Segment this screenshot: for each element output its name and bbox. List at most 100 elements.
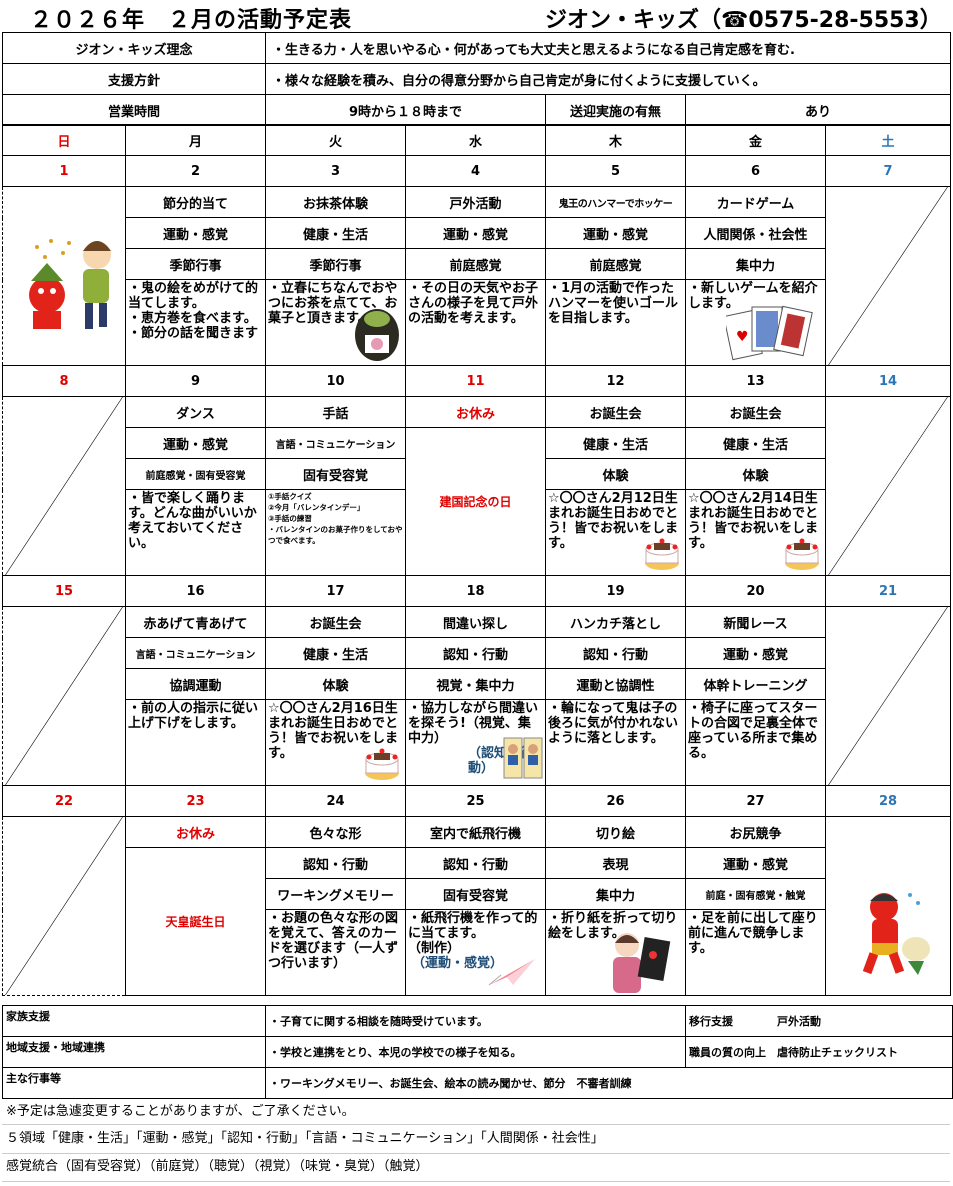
diagonal-line <box>3 817 125 995</box>
paper-cutting-girl-icon <box>613 933 671 993</box>
sense-label: 前庭・固有感覚・触覚 <box>685 878 826 910</box>
domain-label: 言語・コミュニケーション <box>265 427 406 459</box>
activity-title: お誕生会 <box>685 396 826 428</box>
activity-description: ・1月の活動で作ったハンマーを使いゴールを目指します。 <box>545 279 686 366</box>
sense-label: 運動と協調性 <box>545 668 686 700</box>
domain-label: 認知・行動 <box>405 637 546 669</box>
family-support-label: 家族支援 <box>2 1005 266 1037</box>
weekday-5: 金 <box>685 124 826 156</box>
domain-label: 運動・感覚 <box>125 427 266 459</box>
holiday-name: 天皇誕生日 <box>125 847 266 996</box>
description-text: ・お題の色々な形の図を覚えて、答えのカードを選びます（一人ずつ行います） <box>268 911 399 971</box>
date-row: 8 9 10 11 12 13 14 <box>2 365 951 397</box>
week-4-row: ・お題の色々な形の図を覚えて、答えのカードを選びます（一人ずつ行います） ・紙飛行… <box>3 909 951 996</box>
week-4-row: ワーキングメモリー 固有受容覚 集中力 前庭・固有感覚・触覚 <box>3 878 951 910</box>
sense-label: 固有受容覚 <box>405 878 546 910</box>
activity-title: お誕生会 <box>545 396 686 428</box>
support-table: 家族支援 ・子育てに関する相談を随時受けています。 移行支援 戸外活動 地域支援・地… <box>2 1005 953 1099</box>
activity-title: 間違い探し <box>405 606 546 638</box>
domain-label: 認知・行動 <box>405 847 546 879</box>
activity-title: 室内で紙飛行機 <box>405 816 546 848</box>
diagonal-line <box>826 397 950 575</box>
oni-illustration <box>862 893 930 975</box>
sense-label: 集中力 <box>545 878 686 910</box>
date-cell: 16 <box>125 575 266 607</box>
weekday-6: 土 <box>825 124 951 156</box>
activity-description: ・その日の天気やお子さんの様子を見て戸外の活動を考えます。 <box>405 279 546 366</box>
description-text: ・折り紙を折って切り絵をします。 <box>548 911 678 941</box>
description-text: ☆〇〇さん2月12日生まれお誕生日おめでとう！皆でお祝いをします。 <box>548 491 679 551</box>
domain-label: 運動・感覚 <box>125 217 266 249</box>
sense-label: 季節行事 <box>265 248 406 280</box>
date-cell: 9 <box>125 365 266 397</box>
description-text: ・協力しながら間違いを探そう!（視覚、集中力） <box>408 701 539 746</box>
activity-title: お休み <box>405 396 546 428</box>
domain-label: 認知・行動 <box>265 847 406 879</box>
week-2-row: ダンス 手話 お休み お誕生会 お誕生会 <box>2 396 951 576</box>
activity-title: 鬼王のハンマーでホッケー <box>545 186 686 218</box>
activity-description: ・立春にちなんでおやつにお茶を点てて、お菓子と頂きます。 <box>265 279 406 366</box>
notice-note: ※予定は急遽変更することがありますが、ご了承ください。 <box>2 1100 950 1125</box>
hours-label: 営業時間 <box>2 94 266 126</box>
activity-description: ・皆で楽しく踊ります。どんな曲がいいか考えておいてください。 <box>125 489 266 576</box>
domain-label: 健康・生活 <box>265 217 406 249</box>
activity-description: ①手話クイズ ②今月「バレンタインデー」 ③手話の練習 ・バレンタインのお菓子作… <box>265 489 406 576</box>
activity-description: ・鬼の絵をめがけて的当てします。 ・恵方巻を食べます。 ・節分の話を聞きます <box>125 279 266 366</box>
activity-title: お尻競争 <box>685 816 826 848</box>
week-3-row: ・前の人の指示に従い上げ下げをします。 ☆〇〇さん2月16日生まれお誕生日おめでと… <box>3 699 951 786</box>
playing-cards-icon: ♥ <box>726 305 813 361</box>
week-3-row: 言語・コミュニケーション 健康・生活 認知・行動 認知・行動 運動・感覚 <box>3 637 951 669</box>
activity-title: 切り絵 <box>545 816 686 848</box>
week-1-row: ・鬼の絵をめがけて的当てします。 ・恵方巻を食べます。 ・節分の話を聞きます ・立… <box>3 279 951 366</box>
activity-title: お誕生会 <box>265 606 406 638</box>
sunday-cell <box>2 816 126 996</box>
sense-label: ワーキングメモリー <box>265 878 406 910</box>
activity-description: ☆〇〇さん2月14日生まれお誕生日おめでとう！皆でお祝いをします。 <box>685 489 826 576</box>
calendar-table: 日月火水木金土 1 2 3 4 5 6 7 節分的当て お抹茶体験 戸外活動 鬼王のハンマーでホッケー… <box>2 124 951 996</box>
sense-label: 視覚・集中力 <box>405 668 546 700</box>
description-text: ・その日の天気やお子さんの様子を見て戸外の活動を考えます。 <box>408 281 539 326</box>
week-4-row: お休み 色々な形 室内で紙飛行機 切り絵 お尻競争 <box>2 816 951 996</box>
activity-description: ・椅子に座ってスタートの合図で足裏全体で座っている所まで集める。 <box>685 699 826 786</box>
info-table: ジオン・キッズ理念 ・生きる力・人を思いやる心・何があっても大丈夫と思えるようにな… <box>2 32 952 126</box>
activity-description: ・新しいゲームを紹介します。 ♥ <box>685 279 826 366</box>
description-text: ・鬼の絵をめがけて的当てします。 ・恵方巻を食べます。 ・節分の話を聞きます <box>128 281 259 341</box>
description-text: ☆〇〇さん2月14日生まれお誕生日おめでとう！皆でお祝いをします。 <box>688 491 819 551</box>
philosophy-label: ジオン・キッズ理念 <box>2 32 266 64</box>
date-cell: 27 <box>685 785 826 817</box>
date-cell: 25 <box>405 785 546 817</box>
description-text: ・輪になって鬼は子の後ろに気が付かれないように落とします。 <box>548 701 679 746</box>
date-cell: 17 <box>265 575 406 607</box>
paper-plane-icon <box>488 959 535 986</box>
policy-label: 支援方針 <box>2 63 266 95</box>
week-4-row: 天皇誕生日 認知・行動 認知・行動 表現 運動・感覚 <box>3 847 951 996</box>
activity-description: ・紙飛行機を作って的に当てます。 （制作） （運動・感覚） <box>405 909 546 996</box>
sense-label: 季節行事 <box>125 248 266 280</box>
activity-description: ・協力しながら間違いを探そう!（視覚、集中力） （認知・行動） <box>405 699 546 786</box>
weekday-0: 日 <box>2 124 126 156</box>
setsubun-illustration <box>29 239 111 329</box>
date-cell: 1 <box>2 155 126 187</box>
domain-label: 人間関係・社会性 <box>685 217 826 249</box>
activity-title: ダンス <box>125 396 266 428</box>
sunday-cell <box>2 396 126 576</box>
birthday-cake-icon <box>365 748 399 780</box>
description-text: ①手話クイズ ②今月「バレンタインデー」 ③手話の練習 ・バレンタインのお菓子作… <box>268 492 403 545</box>
sense-label: 前庭感覚・固有受容覚 <box>125 458 266 490</box>
activity-description: ・足を前に出して座り前に進んで競争します。 <box>685 909 826 996</box>
activity-title: 赤あげて青あげて <box>125 606 266 638</box>
holiday-name: 建国記念の日 <box>405 427 546 576</box>
activity-description: ・前の人の指示に従い上げ下げをします。 <box>125 699 266 786</box>
activity-title: 色々な形 <box>265 816 406 848</box>
domain-label: 健康・生活 <box>265 637 406 669</box>
date-cell: 26 <box>545 785 686 817</box>
description-text: ☆〇〇さん2月16日生まれお誕生日おめでとう！皆でお祝いをします。 <box>268 701 399 761</box>
saturday-cell <box>825 816 951 996</box>
sense-label: 体験 <box>265 668 406 700</box>
week-2-row: 運動・感覚 言語・コミュニケーション 建国記念の日 健康・生活 健康・生活 <box>3 427 951 576</box>
weekday-4: 木 <box>545 124 686 156</box>
week-1-row: 季節行事 季節行事 前庭感覚 前庭感覚 集中力 <box>3 248 951 280</box>
page-title: ２０２６年 ２月の活動予定表 <box>30 8 353 33</box>
transport-value: あり <box>684 94 952 126</box>
